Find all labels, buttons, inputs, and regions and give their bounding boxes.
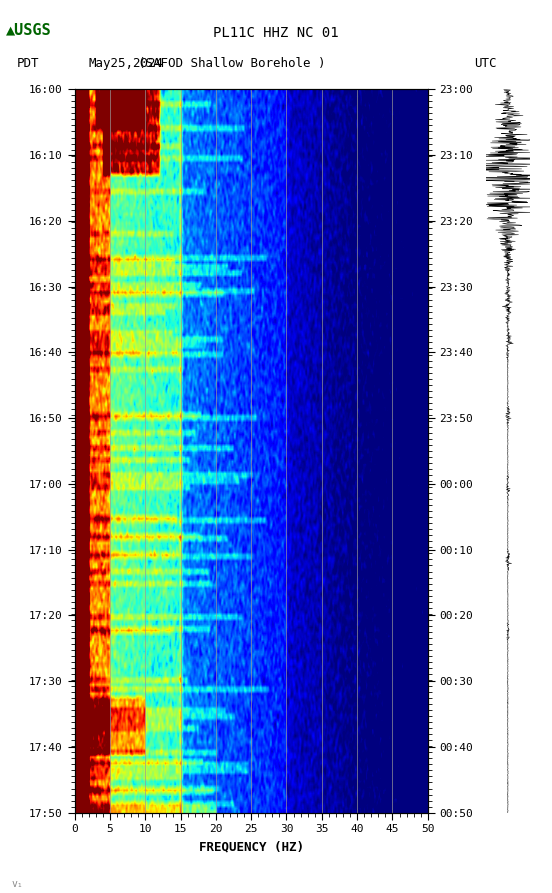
- X-axis label: FREQUENCY (HZ): FREQUENCY (HZ): [199, 840, 304, 853]
- Text: PDT: PDT: [17, 56, 39, 70]
- Text: v₁: v₁: [11, 879, 23, 889]
- Text: UTC: UTC: [475, 56, 497, 70]
- Text: PL11C HHZ NC 01: PL11C HHZ NC 01: [213, 26, 339, 40]
- Text: ▲USGS: ▲USGS: [6, 22, 51, 38]
- Text: May25,2024: May25,2024: [88, 56, 163, 70]
- Text: (SAFOD Shallow Borehole ): (SAFOD Shallow Borehole ): [138, 56, 326, 70]
